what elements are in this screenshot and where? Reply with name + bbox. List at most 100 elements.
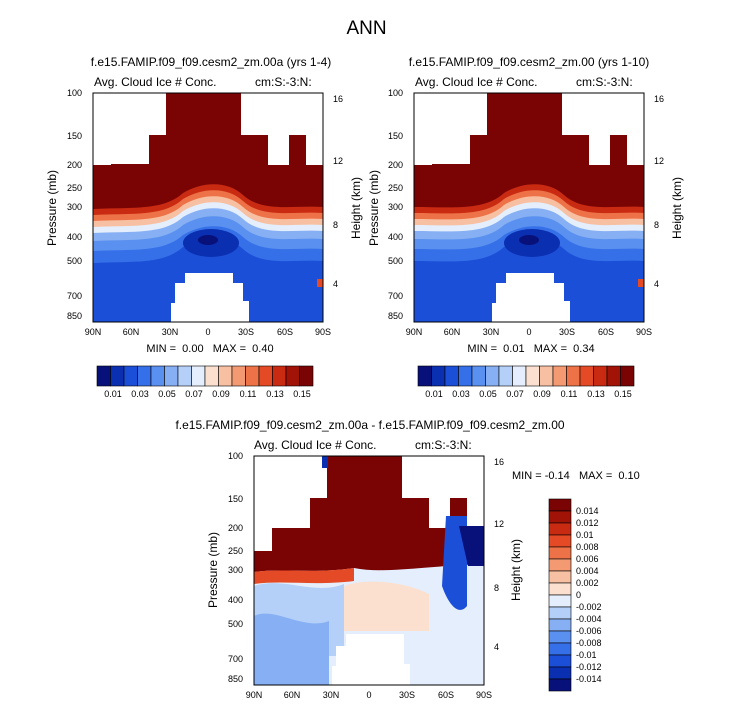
panel-3-cb-label: -0.008 [576, 638, 602, 648]
panel-3-cb-label: -0.002 [576, 602, 602, 612]
colorbar-swatch [548, 642, 572, 656]
panel-1-cb-label: 0.01 [104, 389, 122, 399]
panel-2-xtick-90s: 90S [636, 327, 652, 337]
panel-2-stats: MIN = 0.01 MAX = 0.34 [467, 343, 595, 355]
panel-3-units-label: cm:S:-3:N: [415, 438, 472, 452]
panel-1-xtick-60n: 60N [123, 327, 140, 337]
panel-3-rtick-16: 16 [494, 457, 504, 467]
panel-2-cb-label: 0.15 [614, 389, 632, 399]
panel-1-colorbar [96, 365, 314, 387]
panel-3-xtick-90s: 90S [476, 690, 492, 700]
panel-3-ytick-400: 400 [228, 595, 243, 605]
field-no-data-region [332, 634, 410, 685]
panel-2-units-label: cm:S:-3:N: [576, 75, 633, 89]
panel-1-ytick-700: 700 [67, 291, 82, 301]
panel-3-cb-label: -0.01 [576, 650, 597, 660]
panel-3-ytick-250: 250 [228, 546, 243, 556]
panel-2-ytick-100: 100 [388, 88, 403, 98]
field-strong-negative [459, 526, 484, 566]
panel-3-title: f.e15.FAMIP.f09_f09.cesm2_zm.00a - f.e15… [175, 418, 565, 432]
panel-1-xtick-30s: 30S [238, 327, 254, 337]
panel-2-frame [413, 92, 645, 323]
panel-2-xtick-30s: 30S [559, 327, 575, 337]
panel-1-cb-label: 0.09 [212, 389, 230, 399]
panel-2-cb-label: 0.07 [506, 389, 524, 399]
panel-2-ytick-400: 400 [388, 232, 403, 242]
panel-1-xtick-90n: 90N [85, 327, 102, 337]
panel-3-field [254, 456, 484, 685]
panel-1-ytick-500: 500 [67, 256, 82, 266]
colorbar-swatch [548, 546, 572, 560]
panel-1-ytick-250: 250 [67, 183, 82, 193]
field-strong-positive [254, 456, 484, 572]
panel-1-field [93, 93, 323, 322]
panel-3-cb-label: 0.004 [576, 566, 599, 576]
panel-3-cb-label: -0.012 [576, 662, 602, 672]
field-negative [254, 613, 329, 685]
panel-2-xtick-60n: 60N [444, 327, 461, 337]
panel-1-cb-label: 0.07 [185, 389, 203, 399]
panel-3-cb-label: -0.014 [576, 674, 602, 684]
panel-2-rtick-12: 12 [654, 156, 664, 166]
panel-2-cb-label: 0.13 [587, 389, 605, 399]
panel-2-axes: 100 150 200 250 300 400 500 700 850 16 1… [388, 88, 664, 337]
colorbar-swatch [548, 510, 572, 524]
panel-2-ytick-700: 700 [388, 291, 403, 301]
panel-1-rtick-8: 8 [333, 220, 338, 230]
panel-2-rtick-4: 4 [654, 279, 659, 289]
panel-2-xtick-90n: 90N [406, 327, 423, 337]
panel-2-rtick-16: 16 [654, 94, 664, 104]
page-title: ANN [346, 18, 387, 39]
panel-3-xtick-60s: 60S [438, 690, 454, 700]
colorbar-swatch [548, 606, 572, 620]
colorbar-swatch [548, 630, 572, 644]
panel-3-ytick-500: 500 [228, 619, 243, 629]
colorbar-swatch [548, 558, 572, 572]
panel-3-ytick-300: 300 [228, 565, 243, 575]
panel-2-colorbar-labels: 0.01 0.03 0.05 0.07 0.09 0.11 0.13 0.15 [425, 389, 632, 399]
panel-1-ytick-150: 150 [67, 131, 82, 141]
panel-3-variable-label: Avg. Cloud Ice # Conc. [254, 438, 377, 452]
colorbar-swatch [548, 570, 572, 584]
colorbar-swatch [299, 365, 314, 387]
panel-3-cb-label: 0.006 [576, 554, 599, 564]
panel-3-cb-label: 0.014 [576, 506, 599, 516]
panel-3-ytick-150: 150 [228, 494, 243, 504]
panel-2-ytick-850: 850 [388, 311, 403, 321]
field-no-data-region [492, 273, 570, 322]
panel-3-ytick-100: 100 [228, 451, 243, 461]
panel-2-field [414, 93, 644, 322]
panel-2-ytick-500: 500 [388, 256, 403, 266]
panel-1-cb-label: 0.13 [266, 389, 284, 399]
panel-3-cb-label: 0 [576, 590, 581, 600]
panel-2-title: f.e15.FAMIP.f09_f09.cesm2_zm.00 (yrs 1-1… [408, 55, 650, 69]
panel-3-cb-label: 0.008 [576, 542, 599, 552]
panel-2-cb-label: 0.09 [533, 389, 551, 399]
field-negative-patch [322, 456, 328, 468]
panel-2-rtick-8: 8 [654, 220, 659, 230]
panel-3-cb-label: 0.01 [576, 530, 594, 540]
panel-1-ytick-400: 400 [67, 232, 82, 242]
colorbar-swatch [548, 534, 572, 548]
panel-2-ytick-250: 250 [388, 183, 403, 193]
panel-3-rtick-8: 8 [494, 583, 499, 593]
colorbar-swatch [548, 678, 572, 692]
panel-2-ytick-300: 300 [388, 202, 403, 212]
colorbar-swatch [548, 654, 572, 668]
panel-1-rtick-12: 12 [333, 156, 343, 166]
panel-3-colorbar-labels: 0.014 0.012 0.01 0.008 0.006 0.004 0.002… [576, 506, 602, 684]
panel-2-variable-label: Avg. Cloud Ice # Conc. [415, 75, 538, 89]
panel-2-xtick-60s: 60S [598, 327, 614, 337]
field-surface-patch [638, 279, 644, 287]
panel-3-frame [253, 455, 485, 686]
panel-1-cb-label: 0.11 [240, 389, 257, 399]
colorbar-swatch [548, 666, 572, 680]
panel-3-axes: 100 150 200 250 300 400 500 700 850 16 1… [228, 451, 504, 700]
field-no-data-region [171, 273, 249, 322]
field-upper-max-region [414, 93, 644, 213]
panel-2-cb-label: 0.11 [561, 389, 578, 399]
field-core-center [198, 235, 218, 245]
panel-3-cb-label: -0.006 [576, 626, 602, 636]
